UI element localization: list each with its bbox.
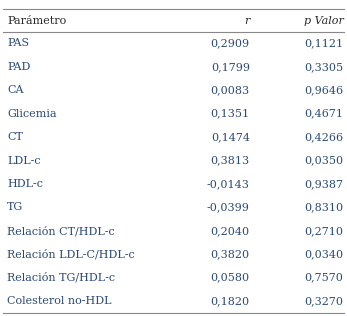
Text: Glicemia: Glicemia — [7, 109, 57, 118]
Text: 0,9646: 0,9646 — [304, 85, 344, 95]
Text: 0,4671: 0,4671 — [305, 109, 344, 118]
Text: HDL-c: HDL-c — [7, 179, 43, 189]
Text: 0,2710: 0,2710 — [305, 226, 344, 236]
Text: 0,3270: 0,3270 — [305, 296, 344, 306]
Text: 0,9387: 0,9387 — [305, 179, 344, 189]
Text: 0,1820: 0,1820 — [211, 296, 250, 306]
Text: p Valor: p Valor — [304, 15, 344, 26]
Text: 0,7570: 0,7570 — [305, 273, 344, 283]
Text: 0,1799: 0,1799 — [211, 62, 250, 72]
Text: 0,1351: 0,1351 — [211, 109, 250, 118]
Text: 0,2040: 0,2040 — [211, 226, 250, 236]
Text: Relación LDL-C/HDL-c: Relación LDL-C/HDL-c — [7, 249, 135, 259]
Text: 0,0580: 0,0580 — [211, 273, 250, 283]
Text: Relación TG/HDL-c: Relación TG/HDL-c — [7, 272, 115, 283]
Text: Relación CT/HDL-c: Relación CT/HDL-c — [7, 226, 115, 236]
Text: 0,2909: 0,2909 — [211, 38, 250, 48]
Text: -0,0143: -0,0143 — [207, 179, 250, 189]
Text: 0,1121: 0,1121 — [304, 38, 344, 48]
Text: Parámetro: Parámetro — [7, 15, 66, 26]
Text: 0,0350: 0,0350 — [304, 155, 344, 166]
Text: CA: CA — [7, 85, 24, 95]
Text: 0,0340: 0,0340 — [304, 249, 344, 259]
Text: PAD: PAD — [7, 62, 30, 72]
Text: 0,1474: 0,1474 — [211, 132, 250, 142]
Text: 0,3305: 0,3305 — [304, 62, 344, 72]
Text: LDL-c: LDL-c — [7, 155, 41, 166]
Text: 0,3813: 0,3813 — [211, 155, 250, 166]
Text: 0,8310: 0,8310 — [304, 202, 344, 212]
Text: r: r — [245, 15, 250, 26]
Text: Colesterol no-HDL: Colesterol no-HDL — [7, 296, 111, 306]
Text: 0,0083: 0,0083 — [211, 85, 250, 95]
Text: TG: TG — [7, 202, 23, 212]
Text: 0,3820: 0,3820 — [211, 249, 250, 259]
Text: -0,0399: -0,0399 — [207, 202, 250, 212]
Text: CT: CT — [7, 132, 23, 142]
Text: 0,4266: 0,4266 — [304, 132, 344, 142]
Text: PAS: PAS — [7, 38, 29, 48]
